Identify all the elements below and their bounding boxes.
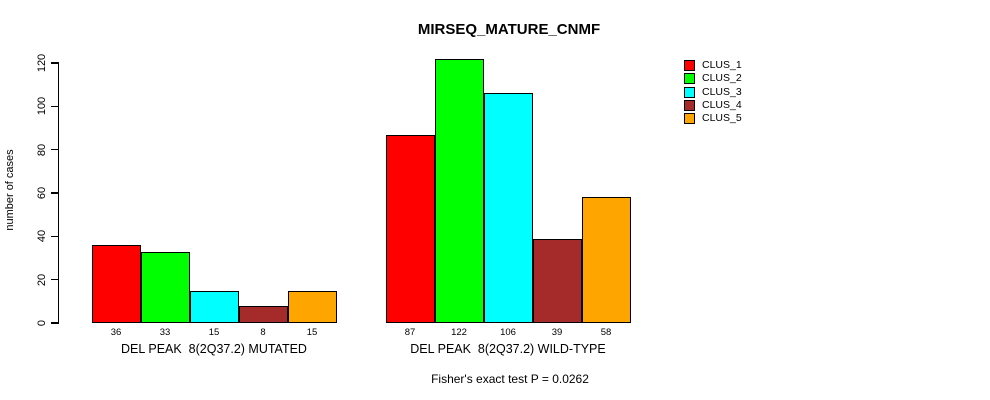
legend-swatch [684,113,695,125]
legend-swatch [684,99,695,111]
bar-clus-1-group2 [385,134,435,323]
y-axis-tick-label: 0 [36,319,48,327]
y-axis-tick-label: 80 [36,143,48,156]
bar-clus-3-group2 [483,93,533,323]
legend: CLUS_1 CLUS_2 CLUS_3 CLUS_4 CLUS_5 [684,60,742,126]
y-axis-tick-label: 100 [36,97,48,116]
x-axis-group-label: DEL PEAK 8(2Q37.2) MUTATED [121,342,307,356]
y-axis-tick-label: 20 [36,273,48,286]
bar-value-label: 36 [110,327,122,338]
bar-value-label: 87 [404,327,416,338]
y-axis-line [57,61,59,324]
legend-item-label: CLUS_5 [702,112,742,125]
legend-item-label: CLUS_4 [702,98,742,111]
bar-value-label: 15 [208,327,220,338]
legend-item: CLUS_1 [684,60,742,71]
bar-clus-4-group1 [238,305,288,323]
bar-value-label: 33 [159,327,171,338]
y-axis-tick [51,148,58,151]
legend-item: CLUS_3 [684,85,742,98]
bar-value-label: 39 [551,327,563,338]
legend-item: CLUS_5 [684,112,742,125]
legend-item: CLUS_4 [684,98,742,111]
x-axis-group-label: DEL PEAK 8(2Q37.2) WILD-TYPE [410,342,606,356]
y-axis-tick [51,62,58,64]
bar-clus-4-group2 [532,238,582,323]
y-axis-tick [51,192,58,194]
legend-item-label: CLUS_3 [702,85,742,98]
bar-value-label: 122 [451,327,467,338]
bar-clus-2-group2 [434,58,484,323]
legend-swatch [684,73,695,85]
bar-clus-5-group2 [581,197,631,323]
legend-item: CLUS_2 [684,72,742,85]
legend-swatch [684,60,695,71]
legend-item-label: CLUS_2 [702,72,742,85]
legend-item-label: CLUS_1 [702,59,742,71]
bar-value-label: 58 [600,327,612,338]
bar-clus-5-group1 [287,290,337,323]
y-axis-tick-label: 120 [36,53,48,73]
y-axis-tick [51,235,58,238]
annotation-text: Fisher's exact test P = 0.0262 [431,372,589,386]
bar-value-label: 8 [260,327,266,338]
y-axis-tick [51,278,58,281]
bar-clus-1-group1 [91,245,141,323]
bar-value-label: 15 [306,327,318,338]
chart-title: MIRSEQ_MATURE_CNMF [417,21,601,38]
y-axis-tick [51,322,58,324]
bar-value-label: 106 [500,327,516,338]
y-axis-tick-label: 40 [36,230,48,243]
y-axis-tick [51,105,58,108]
legend-swatch [684,86,695,98]
bar-clus-2-group1 [140,251,190,323]
bar-clus-3-group1 [189,290,239,323]
y-axis-tick-label: 60 [36,186,48,200]
y-axis-title: number of cases [4,149,16,231]
